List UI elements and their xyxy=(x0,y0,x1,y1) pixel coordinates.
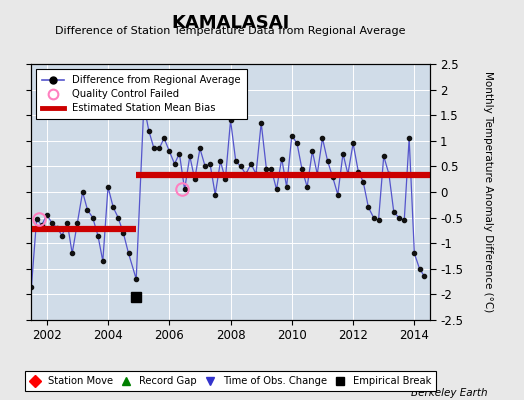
Point xyxy=(170,161,179,167)
Point xyxy=(236,163,245,170)
Point xyxy=(405,135,413,142)
Point xyxy=(252,171,260,177)
Text: Berkeley Earth: Berkeley Earth xyxy=(411,388,487,398)
Point xyxy=(73,220,82,226)
Point xyxy=(247,161,255,167)
Point xyxy=(119,230,127,236)
Point xyxy=(303,184,311,190)
Point xyxy=(298,166,306,172)
Text: KAMALASAI: KAMALASAI xyxy=(171,14,290,32)
Legend: Difference from Regional Average, Quality Control Failed, Estimated Station Mean: Difference from Regional Average, Qualit… xyxy=(37,69,247,119)
Point xyxy=(104,184,112,190)
Point xyxy=(267,166,276,172)
Point xyxy=(379,153,388,159)
Point xyxy=(278,156,286,162)
Point xyxy=(83,207,92,213)
Point xyxy=(293,140,301,146)
Point xyxy=(206,161,214,167)
Point xyxy=(242,171,250,177)
Point xyxy=(99,258,107,264)
Point xyxy=(145,127,153,134)
Point xyxy=(349,140,357,146)
Point xyxy=(272,186,281,193)
Point xyxy=(191,176,199,182)
Y-axis label: Monthly Temperature Anomaly Difference (°C): Monthly Temperature Anomaly Difference (… xyxy=(483,71,493,313)
Point xyxy=(282,184,291,190)
Point xyxy=(395,214,403,221)
Point xyxy=(196,145,204,152)
Point xyxy=(27,284,36,290)
Point xyxy=(94,232,102,239)
Point xyxy=(185,153,194,159)
Point xyxy=(323,158,332,164)
Point xyxy=(160,135,168,142)
Point xyxy=(68,250,77,257)
Point xyxy=(114,214,122,221)
Point xyxy=(89,214,97,221)
Point xyxy=(165,148,173,154)
Point xyxy=(226,117,235,124)
Point xyxy=(201,163,209,170)
Point xyxy=(318,135,326,142)
Point xyxy=(211,191,220,198)
Point xyxy=(400,217,408,223)
Point xyxy=(257,120,265,126)
Point xyxy=(132,276,140,282)
Point xyxy=(232,158,240,164)
Point xyxy=(37,222,46,228)
Point xyxy=(385,171,393,177)
Point xyxy=(221,176,230,182)
Point xyxy=(344,171,352,177)
Point xyxy=(359,178,367,185)
Point xyxy=(416,266,424,272)
Point xyxy=(124,250,133,257)
Point xyxy=(329,174,337,180)
Point xyxy=(109,204,117,210)
Point xyxy=(140,102,148,108)
Point xyxy=(63,220,71,226)
Point xyxy=(410,250,419,257)
Point xyxy=(175,150,183,157)
Point xyxy=(53,225,61,231)
Point xyxy=(216,158,225,164)
Point xyxy=(155,145,163,152)
Point xyxy=(150,145,158,152)
Point xyxy=(42,212,51,218)
Point xyxy=(364,204,373,210)
Point xyxy=(374,217,383,223)
Point xyxy=(334,191,342,198)
Point xyxy=(420,273,429,280)
Point xyxy=(369,214,378,221)
Point xyxy=(288,132,296,139)
Point xyxy=(58,232,66,239)
Point xyxy=(262,166,270,172)
Point xyxy=(180,186,189,193)
Point xyxy=(308,148,316,154)
Text: Difference of Station Temperature Data from Regional Average: Difference of Station Temperature Data f… xyxy=(56,26,406,36)
Point xyxy=(339,150,347,157)
Point xyxy=(313,171,321,177)
Point xyxy=(390,209,398,216)
Point xyxy=(354,168,363,175)
Legend: Station Move, Record Gap, Time of Obs. Change, Empirical Break: Station Move, Record Gap, Time of Obs. C… xyxy=(25,371,436,391)
Point xyxy=(48,220,56,226)
Point xyxy=(32,216,41,222)
Point xyxy=(79,189,87,195)
